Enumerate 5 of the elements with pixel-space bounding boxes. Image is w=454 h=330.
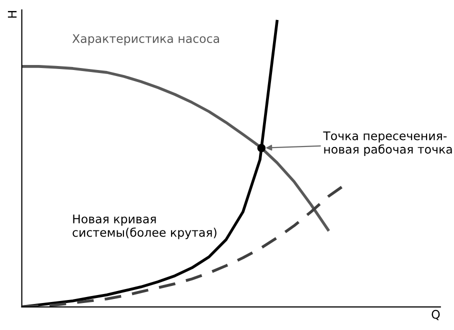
annotation: Точка пересечения- новая рабочая точка — [323, 131, 452, 156]
series-label: Характеристика насоса — [72, 34, 219, 46]
y-axis-title: H — [8, 11, 17, 18]
series-label: Новая кривая системы(более крутая) — [72, 214, 216, 240]
x-axis-title: Q — [432, 310, 440, 320]
